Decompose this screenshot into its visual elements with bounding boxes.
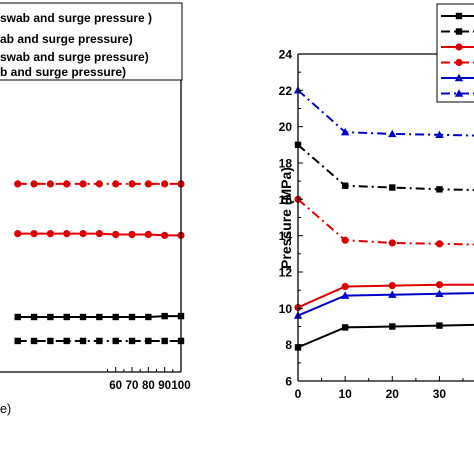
right-series-3-point bbox=[435, 281, 444, 289]
left-series-1-point bbox=[161, 180, 169, 188]
left-series-2-point bbox=[46, 229, 54, 238]
right-series-2-point bbox=[341, 182, 349, 189]
left-series-4-point bbox=[112, 337, 119, 345]
left-x-tick-label: 60 bbox=[109, 380, 122, 392]
right-y-tick-label: 10 bbox=[279, 302, 293, 316]
right-x-tick-label: 10 bbox=[338, 387, 352, 401]
left-series-2-point bbox=[128, 230, 136, 239]
left-series-3-point bbox=[79, 313, 87, 321]
left-series-4-point bbox=[145, 337, 152, 345]
left-series-4-point bbox=[14, 337, 21, 345]
left-legend-entry: ab and surge pressure) bbox=[0, 32, 133, 46]
left-series-1-point bbox=[79, 180, 87, 188]
left-x-tick-label: 70 bbox=[126, 380, 139, 392]
right-legend-box bbox=[436, 3, 474, 103]
left-series-4-point bbox=[79, 337, 87, 345]
right-series-2-point bbox=[389, 184, 396, 191]
right-series-1-line bbox=[297, 323, 474, 349]
left-legend-box bbox=[0, 2, 183, 81]
left-series-2-point bbox=[144, 230, 152, 239]
left-series-3-point bbox=[145, 313, 152, 321]
left-series-2-point bbox=[95, 229, 103, 238]
right-series-6-point bbox=[435, 130, 444, 139]
right-y-tick-label: 16 bbox=[279, 193, 293, 207]
left-series-3-point bbox=[63, 313, 70, 321]
left-series-2-point bbox=[30, 229, 38, 238]
left-series-3-point bbox=[96, 313, 103, 321]
right-series-1-point bbox=[436, 322, 443, 329]
right-x-tick-label: 0 bbox=[295, 387, 302, 401]
left-series-1-point bbox=[95, 180, 103, 188]
right-y-tick-label: 18 bbox=[279, 157, 293, 171]
right-series-6-point bbox=[340, 127, 350, 136]
left-chart: 60 70 80 90 100 e) swab and surge pressure ) ab… bbox=[0, 2, 191, 416]
left-series-4-point bbox=[30, 337, 38, 345]
right-series-2-point bbox=[436, 186, 443, 193]
left-series-4-point bbox=[96, 337, 103, 345]
right-series-5-point bbox=[435, 289, 444, 297]
right-y-tick-label: 8 bbox=[285, 338, 292, 352]
left-series-2-point bbox=[63, 229, 71, 238]
left-series-3-point bbox=[128, 313, 136, 321]
right-legend-marker bbox=[455, 58, 463, 67]
right-series-6-point bbox=[388, 129, 397, 138]
right-x-tick-label: 20 bbox=[386, 387, 400, 401]
left-x-tick-label: 100 bbox=[171, 380, 190, 392]
left-series-2-point bbox=[14, 229, 22, 238]
right-series-6-line bbox=[297, 89, 474, 137]
left-series-1-point bbox=[46, 180, 54, 188]
right-x-tick-label: 30 bbox=[433, 387, 447, 401]
left-x-axis-label: e) bbox=[0, 402, 11, 416]
right-series-1-point bbox=[389, 323, 396, 330]
right-series-4-point bbox=[341, 236, 349, 244]
left-legend-entry: swab and surge pressure ) bbox=[0, 11, 152, 25]
right-y-tick-label: 14 bbox=[279, 229, 293, 243]
right-legend-marker bbox=[454, 89, 464, 97]
right-series-1-point bbox=[341, 324, 349, 331]
left-series-1-point bbox=[63, 180, 71, 188]
right-series-4-point bbox=[435, 240, 444, 248]
left-series-1-point bbox=[14, 180, 22, 188]
right-series-4-point bbox=[388, 239, 396, 247]
left-x-tick-label: 90 bbox=[158, 380, 171, 392]
right-y-tick-label: 12 bbox=[279, 266, 293, 280]
left-series-4-point bbox=[128, 337, 136, 345]
left-series-1-point bbox=[112, 180, 120, 188]
left-legend-entry: b and surge pressure) bbox=[0, 65, 126, 79]
left-series-1-point bbox=[128, 180, 136, 188]
right-y-axis-label: Pressure (MPa) bbox=[278, 167, 294, 269]
left-series-3-point bbox=[161, 312, 168, 320]
right-y-tick-label: 6 bbox=[285, 375, 292, 389]
left-series-4-point bbox=[47, 337, 54, 345]
left-series-2-point bbox=[161, 231, 169, 239]
right-legend-marker bbox=[455, 43, 463, 51]
left-series-3-point bbox=[47, 313, 54, 321]
right-series-4-line bbox=[297, 198, 474, 246]
right-legend-marker bbox=[454, 73, 464, 82]
left-series-4-point bbox=[161, 337, 168, 345]
right-series-3-point bbox=[388, 282, 396, 290]
left-x-tick-label: 80 bbox=[142, 380, 155, 392]
right-chart: 6 8 10 12 14 16 18 20 22 24 0 10 20 30 Pressure (MPa) bbox=[278, 3, 474, 401]
left-series-1-point bbox=[144, 180, 152, 188]
right-series-5-point bbox=[340, 291, 350, 299]
left-series-2-point bbox=[112, 230, 120, 239]
left-series-3-point bbox=[30, 313, 38, 321]
right-series-3-point bbox=[341, 282, 349, 291]
left-legend-entry: swab and surge pressure) bbox=[0, 50, 149, 64]
right-series-5-point bbox=[388, 290, 397, 298]
right-y-tick-label: 22 bbox=[279, 84, 293, 98]
left-series-4-point bbox=[63, 337, 70, 345]
left-series-3-point bbox=[112, 313, 119, 321]
right-legend-marker bbox=[455, 12, 463, 20]
left-series-2-point bbox=[79, 229, 87, 238]
right-series-2-line bbox=[297, 144, 474, 192]
left-series-1-point bbox=[30, 180, 38, 188]
right-y-tick-label: 24 bbox=[279, 48, 293, 62]
right-legend-marker bbox=[455, 28, 463, 35]
left-series-3-point bbox=[14, 313, 21, 321]
right-y-tick-label: 20 bbox=[279, 120, 293, 134]
